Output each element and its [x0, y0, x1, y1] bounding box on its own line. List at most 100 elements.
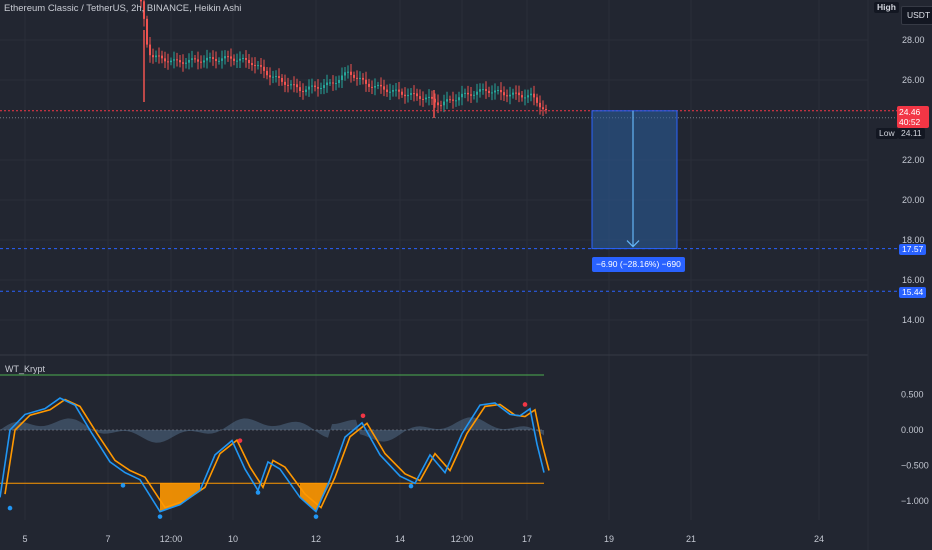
- candle-body: [182, 62, 184, 64]
- candle-body: [431, 96, 433, 99]
- candle-body: [203, 60, 205, 63]
- candle-body: [341, 75, 343, 81]
- candle-body: [320, 87, 322, 89]
- oversold-fill: [160, 483, 200, 512]
- candle-body: [164, 58, 166, 62]
- candle-body: [311, 85, 313, 87]
- candle-body: [281, 77, 283, 82]
- price-levels: [0, 110, 898, 292]
- candle-body: [416, 93, 418, 97]
- candle-body: [212, 57, 214, 59]
- time-axis-label: 19: [604, 534, 614, 544]
- candle-body: [275, 76, 277, 78]
- candle-body: [494, 90, 496, 93]
- candle-body: [398, 89, 400, 92]
- candle-body: [155, 55, 157, 58]
- price-axis-label: 28.00: [902, 35, 925, 45]
- time-axis-label: 14: [395, 534, 405, 544]
- buy-dot: [313, 514, 319, 519]
- candle-body: [455, 100, 457, 102]
- candle-body: [533, 93, 535, 98]
- candle-body: [308, 86, 310, 90]
- candle-body: [500, 90, 502, 93]
- candle-body: [404, 94, 406, 97]
- candle-body: [389, 91, 391, 93]
- candle-body: [173, 59, 175, 61]
- time-axis-label: 12:00: [160, 534, 183, 544]
- measure-tool[interactable]: [591, 110, 678, 250]
- price-axis-label: 14.00: [902, 315, 925, 325]
- candle-body: [368, 83, 370, 87]
- candle-body: [413, 93, 415, 95]
- level-tag-17-57: 17.57: [899, 244, 927, 255]
- candle-body: [419, 96, 421, 99]
- candle-body: [314, 85, 316, 88]
- current-price: 24.46: [899, 107, 921, 117]
- candle-body: [362, 77, 364, 80]
- candle-body: [458, 97, 460, 101]
- wave-line-2: [4, 398, 550, 509]
- candle-body: [383, 86, 385, 90]
- candle-body: [434, 98, 436, 103]
- high-label: High: [874, 2, 899, 13]
- sell-dot: [522, 402, 528, 407]
- candle-body: [218, 60, 220, 62]
- candle-body: [152, 55, 154, 58]
- candle-body: [491, 92, 493, 94]
- candle-body: [146, 18, 148, 45]
- candle-body: [209, 57, 211, 59]
- candle-body: [479, 89, 481, 92]
- candle-body: [200, 61, 202, 63]
- candle-body: [167, 61, 169, 63]
- time-axis-label: 17: [522, 534, 532, 544]
- candle-body: [437, 102, 439, 106]
- money-flow-area: [0, 417, 544, 443]
- measure-box: [591, 110, 678, 250]
- wt-indicator-pane: [0, 374, 550, 519]
- candle-body: [305, 89, 307, 92]
- candle-body: [407, 94, 409, 97]
- candle-body: [428, 96, 430, 98]
- candle-body: [176, 59, 178, 61]
- price-axis-label: 20.00: [902, 195, 925, 205]
- symbol-title: Ethereum Classic / TetherUS, 2h, BINANCE…: [4, 3, 242, 14]
- candle-body: [323, 85, 325, 88]
- candle-body: [251, 63, 253, 66]
- candle-body: [446, 99, 448, 102]
- candle-body: [449, 99, 451, 101]
- candle-body: [521, 95, 523, 98]
- candle-body: [380, 84, 382, 87]
- candle-body: [284, 81, 286, 85]
- candle-body: [242, 58, 244, 60]
- price-axis-label: 18.00: [902, 235, 925, 245]
- candle-body: [188, 59, 190, 63]
- sell-dot: [360, 413, 366, 419]
- candle-body: [353, 74, 355, 78]
- low-label: Low: [876, 128, 898, 139]
- buy-dot: [408, 483, 414, 489]
- candle-body: [290, 84, 292, 86]
- candle-body: [467, 92, 469, 95]
- candle-body: [227, 56, 229, 58]
- candle-body: [248, 59, 250, 64]
- candle-body: [170, 60, 172, 63]
- candle-body: [272, 76, 274, 78]
- candle-body: [332, 82, 334, 84]
- indicator-axis-label: −1.000: [901, 496, 929, 506]
- time-axis-label: 5: [22, 534, 27, 544]
- price-axis-label: 26.00: [902, 75, 925, 85]
- candle-body: [269, 75, 271, 78]
- candle-body: [161, 55, 163, 59]
- candle-body: [545, 109, 547, 111]
- candle-body: [461, 93, 463, 98]
- candle-body: [197, 59, 199, 62]
- candle-body: [302, 91, 304, 93]
- candle-body: [296, 84, 298, 88]
- candle-body: [215, 58, 217, 62]
- candle-body: [317, 87, 319, 89]
- time-axis-label: 10: [228, 534, 238, 544]
- candle-body: [542, 107, 544, 110]
- currency-button[interactable]: USDT: [901, 6, 932, 25]
